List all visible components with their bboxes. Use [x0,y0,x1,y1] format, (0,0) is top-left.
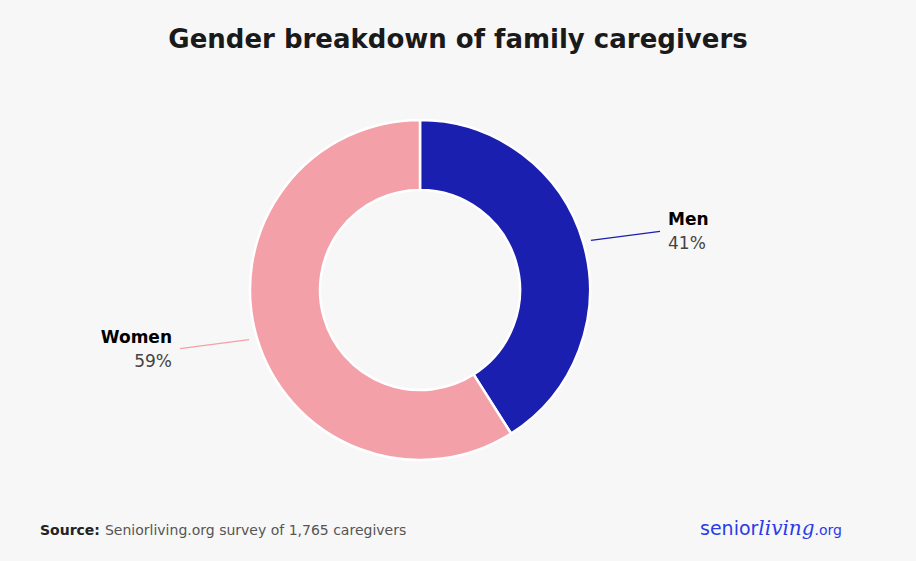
leader-line [591,231,660,240]
logo-part: .org [815,522,842,538]
source-text: Seniorliving.org survey of 1,765 caregiv… [105,522,406,538]
labels: Men 41% Women 59% [101,209,709,370]
logo: seniorliving.org [700,516,842,540]
source-bold: Source: [40,522,100,538]
leader-line [180,340,249,349]
title: Gender breakdown of family caregivers [168,24,747,54]
chart: Gender breakdown of family caregivers Men… [0,0,916,561]
data-label: 41% [668,233,706,253]
background [0,0,916,561]
data-label: 59% [134,351,172,371]
logo-part: living [758,516,814,540]
slice-label: Women [101,327,172,347]
slice-label: Men [668,209,709,229]
logo-part: senior [700,517,759,539]
slice [250,120,511,460]
donut [250,120,590,460]
source: Source: Seniorliving.org survey of 1,765 … [40,522,406,538]
